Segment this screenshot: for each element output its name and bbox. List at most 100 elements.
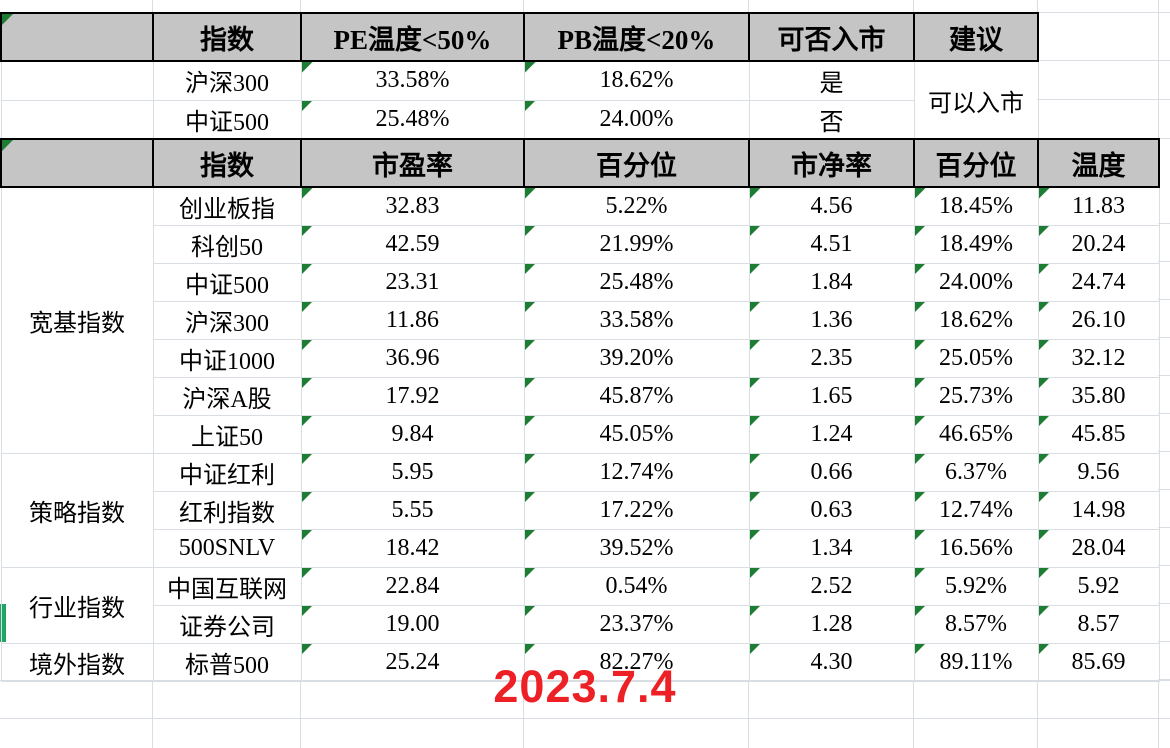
cell-pe-percentile[interactable]: 39.52%: [523, 528, 750, 568]
cell-temperature[interactable]: 85.69: [1037, 642, 1160, 682]
cell-pb-ratio[interactable]: 4.51: [748, 224, 915, 264]
header-cell-pe-percentile[interactable]: 百分位: [523, 138, 750, 188]
cell-index-name[interactable]: 500SNLV: [152, 528, 302, 568]
cell-temperature[interactable]: 28.04: [1037, 528, 1160, 568]
cell-pb-ratio[interactable]: 4.30: [748, 642, 915, 682]
cell-pb-percentile[interactable]: 24.00%: [913, 262, 1039, 302]
cell-pe-percentile[interactable]: 45.87%: [523, 376, 750, 416]
cell-pe-ratio[interactable]: 5.55: [300, 490, 525, 530]
cell-index-name[interactable]: 证券公司: [152, 604, 302, 644]
header-cell-pb-temp[interactable]: PB温度<20%: [523, 12, 750, 62]
header-cell-index[interactable]: 指数: [152, 138, 302, 188]
cell-index-name[interactable]: 沪深300: [152, 300, 302, 340]
cell-index-name[interactable]: 中证500: [152, 99, 302, 140]
cell-pb-temp[interactable]: 24.00%: [523, 99, 750, 140]
cell-pe-ratio[interactable]: 18.42: [300, 528, 525, 568]
cell-pe-percentile[interactable]: 17.22%: [523, 490, 750, 530]
cell-pe-ratio[interactable]: 9.84: [300, 414, 525, 454]
blank-cell[interactable]: [0, 99, 154, 140]
cell-pb-percentile[interactable]: 89.11%: [913, 642, 1039, 682]
cell-index-name[interactable]: 沪深300: [152, 60, 302, 101]
cell-index-name[interactable]: 标普500: [152, 642, 302, 682]
group-cell[interactable]: 行业指数: [0, 566, 154, 644]
cell-pe-percentile[interactable]: 12.74%: [523, 452, 750, 492]
cell-temperature[interactable]: 35.80: [1037, 376, 1160, 416]
cell-pb-ratio[interactable]: 1.34: [748, 528, 915, 568]
cell-pe-ratio[interactable]: 17.92: [300, 376, 525, 416]
cell-pb-percentile[interactable]: 6.37%: [913, 452, 1039, 492]
header-cell-index[interactable]: 指数: [152, 12, 302, 62]
corner-header-cell[interactable]: [0, 138, 154, 188]
cell-pe-ratio[interactable]: 11.86: [300, 300, 525, 340]
cell-temperature[interactable]: 5.92: [1037, 566, 1160, 606]
cell-index-name[interactable]: 上证50: [152, 414, 302, 454]
cell-pe-ratio[interactable]: 32.83: [300, 186, 525, 226]
cell-temperature[interactable]: 24.74: [1037, 262, 1160, 302]
header-cell-pb-ratio[interactable]: 市净率: [748, 138, 915, 188]
cell-index-name[interactable]: 中国互联网: [152, 566, 302, 606]
cell-temperature[interactable]: 14.98: [1037, 490, 1160, 530]
cell-pb-ratio[interactable]: 1.84: [748, 262, 915, 302]
cell-pe-ratio[interactable]: 23.31: [300, 262, 525, 302]
cell-index-name[interactable]: 中证红利: [152, 452, 302, 492]
cell-pb-percentile[interactable]: 46.65%: [913, 414, 1039, 454]
cell-temperature[interactable]: 32.12: [1037, 338, 1160, 378]
date-label[interactable]: 2023.7.4: [493, 661, 677, 712]
cell-pb-percentile[interactable]: 18.62%: [913, 300, 1039, 340]
cell-pb-percentile[interactable]: 18.45%: [913, 186, 1039, 226]
cell-temperature[interactable]: 8.57: [1037, 604, 1160, 644]
cell-pe-percentile[interactable]: 82.27%: [523, 642, 750, 682]
cell-pb-percentile[interactable]: 5.92%: [913, 566, 1039, 606]
cell-pb-percentile[interactable]: 16.56%: [913, 528, 1039, 568]
cell-index-name[interactable]: 创业板指: [152, 186, 302, 226]
cell-index-name[interactable]: 科创50: [152, 224, 302, 264]
cell-pe-percentile[interactable]: 23.37%: [523, 604, 750, 644]
cell-pe-percentile[interactable]: 21.99%: [523, 224, 750, 264]
cell-pb-ratio[interactable]: 1.36: [748, 300, 915, 340]
cell-can-enter[interactable]: 否: [748, 99, 915, 140]
cell-pe-percentile[interactable]: 33.58%: [523, 300, 750, 340]
corner-header-cell[interactable]: [0, 12, 154, 62]
cell-temperature[interactable]: 9.56: [1037, 452, 1160, 492]
blank-cell[interactable]: [0, 60, 154, 101]
cell-temperature[interactable]: 11.83: [1037, 186, 1160, 226]
header-cell-pe-ratio[interactable]: 市盈率: [300, 138, 525, 188]
cell-pb-ratio[interactable]: 2.52: [748, 566, 915, 606]
cell-can-enter[interactable]: 是: [748, 60, 915, 101]
header-cell-can-enter[interactable]: 可否入市: [748, 12, 915, 62]
cell-pe-temp[interactable]: 25.48%: [300, 99, 525, 140]
cell-pe-percentile[interactable]: 45.05%: [523, 414, 750, 454]
header-cell-pb-percentile[interactable]: 百分位: [913, 138, 1039, 188]
cell-pe-ratio[interactable]: 19.00: [300, 604, 525, 644]
cell-pb-ratio[interactable]: 1.65: [748, 376, 915, 416]
cell-pb-percentile[interactable]: 25.05%: [913, 338, 1039, 378]
cell-pb-ratio[interactable]: 2.35: [748, 338, 915, 378]
cell-temperature[interactable]: 20.24: [1037, 224, 1160, 264]
cell-index-name[interactable]: 沪深A股: [152, 376, 302, 416]
cell-pb-ratio[interactable]: 0.63: [748, 490, 915, 530]
header-cell-advice[interactable]: 建议: [913, 12, 1039, 62]
cell-pe-percentile[interactable]: 0.54%: [523, 566, 750, 606]
group-cell[interactable]: 境外指数: [0, 642, 154, 682]
cell-pb-ratio[interactable]: 4.56: [748, 186, 915, 226]
cell-advice[interactable]: 可以入市: [913, 60, 1039, 140]
cell-pe-ratio[interactable]: 25.24: [300, 642, 525, 682]
cell-pb-percentile[interactable]: 8.57%: [913, 604, 1039, 644]
cell-index-name[interactable]: 中证500: [152, 262, 302, 302]
cell-pb-ratio[interactable]: 1.24: [748, 414, 915, 454]
cell-index-name[interactable]: 红利指数: [152, 490, 302, 530]
group-cell[interactable]: 宽基指数: [0, 186, 154, 454]
cell-temperature[interactable]: 45.85: [1037, 414, 1160, 454]
cell-pb-percentile[interactable]: 18.49%: [913, 224, 1039, 264]
header-cell-temperature[interactable]: 温度: [1037, 138, 1160, 188]
group-cell[interactable]: 策略指数: [0, 452, 154, 568]
cell-pb-ratio[interactable]: 0.66: [748, 452, 915, 492]
cell-pb-percentile[interactable]: 12.74%: [913, 490, 1039, 530]
cell-pe-percentile[interactable]: 25.48%: [523, 262, 750, 302]
cell-pe-ratio[interactable]: 22.84: [300, 566, 525, 606]
cell-pe-ratio[interactable]: 5.95: [300, 452, 525, 492]
cell-pe-temp[interactable]: 33.58%: [300, 60, 525, 101]
cell-pb-temp[interactable]: 18.62%: [523, 60, 750, 101]
cell-pe-percentile[interactable]: 39.20%: [523, 338, 750, 378]
header-cell-pe-temp[interactable]: PE温度<50%: [300, 12, 525, 62]
